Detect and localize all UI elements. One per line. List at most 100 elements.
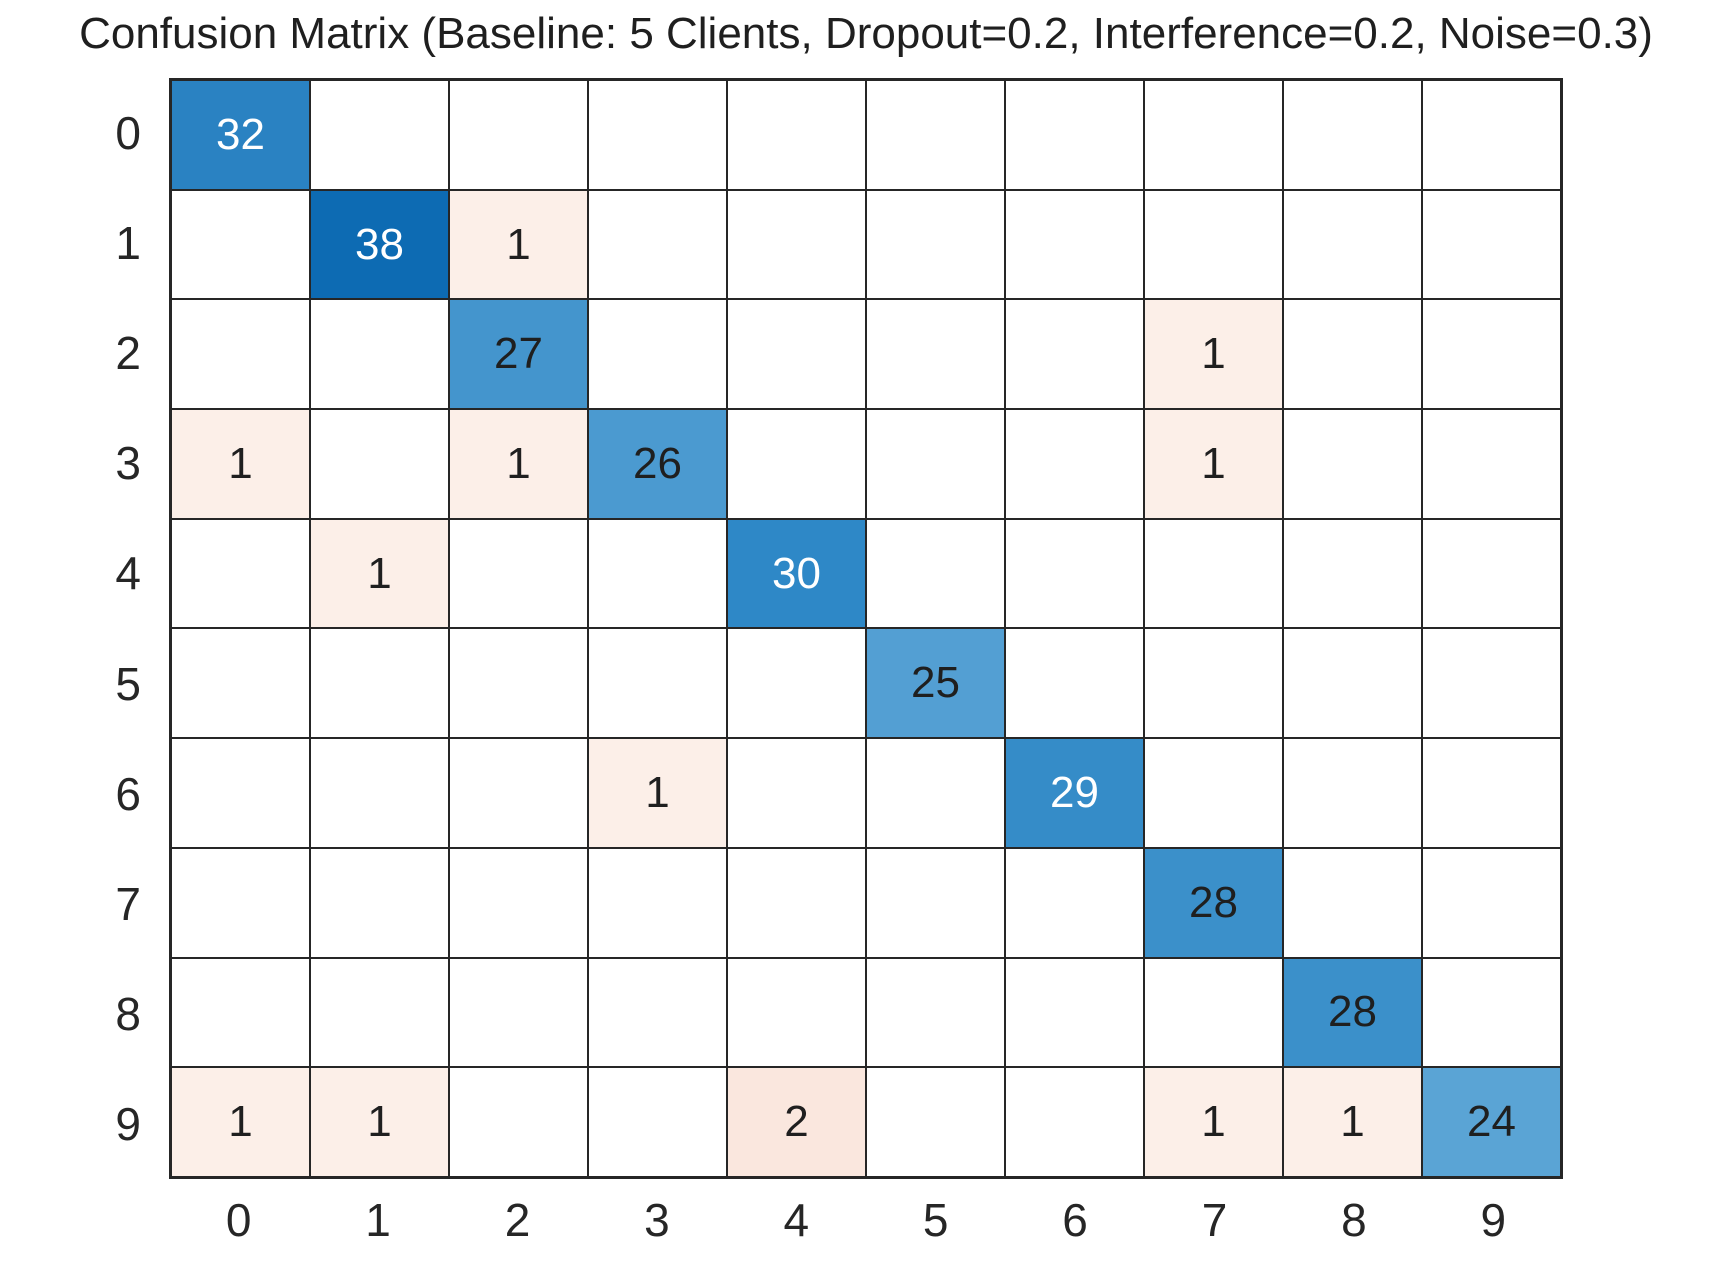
matrix-cell-r2-c6 bbox=[1006, 300, 1143, 409]
matrix-cell-r3-c9 bbox=[1423, 410, 1560, 518]
y-tick-label-6: 6 bbox=[115, 767, 141, 820]
y-tick-label-9: 9 bbox=[115, 1097, 141, 1150]
matrix-cell-r0-c3 bbox=[589, 81, 726, 189]
matrix-cell-r5-c5: 25 bbox=[867, 629, 1004, 738]
matrix-cell-r7-c3 bbox=[589, 848, 726, 957]
matrix-cell-r8-c0 bbox=[172, 958, 309, 1067]
matrix-cell-r3-c7: 1 bbox=[1145, 410, 1282, 518]
matrix-cell-r2-c1 bbox=[311, 300, 448, 409]
matrix-cell-r8-c2 bbox=[450, 958, 587, 1067]
matrix-cell-r7-c5 bbox=[867, 848, 1004, 957]
matrix-cell-r3-c6 bbox=[1006, 410, 1143, 518]
matrix-cell-r2-c4 bbox=[728, 300, 865, 409]
x-axis-tick-labels: 0 1 2 3 4 5 6 7 8 9 bbox=[169, 1185, 1563, 1255]
matrix-cell-r3-c2: 1 bbox=[450, 410, 587, 518]
matrix-cell-r1-c3 bbox=[589, 190, 726, 299]
matrix-cell-r3-c4 bbox=[728, 410, 865, 518]
matrix-cell-r9-c7: 1 bbox=[1145, 1068, 1282, 1176]
matrix-cell-r6-c8 bbox=[1284, 739, 1421, 847]
matrix-cell-r6-c4 bbox=[728, 739, 865, 847]
matrix-cell-r5-c3 bbox=[589, 629, 726, 738]
matrix-cell-r7-c2 bbox=[450, 848, 587, 957]
matrix-cell-r6-c6: 29 bbox=[1006, 739, 1143, 847]
matrix-cell-r4-c8 bbox=[1284, 519, 1421, 628]
matrix-cell-r9-c2 bbox=[450, 1068, 587, 1176]
matrix-cell-r9-c4: 2 bbox=[728, 1068, 865, 1176]
y-tick-label-5: 5 bbox=[115, 657, 141, 710]
y-tick-label-1: 1 bbox=[115, 217, 141, 270]
matrix-cell-r8-c4 bbox=[728, 958, 865, 1067]
matrix-cell-r5-c8 bbox=[1284, 629, 1421, 738]
x-tick-label-5: 5 bbox=[922, 1194, 949, 1246]
y-tick-label-7: 7 bbox=[115, 877, 141, 930]
matrix-cell-r7-c8 bbox=[1284, 848, 1421, 957]
matrix-cell-r6-c3: 1 bbox=[589, 739, 726, 847]
matrix-cell-r4-c4: 30 bbox=[728, 519, 865, 628]
x-tick-label-4: 4 bbox=[783, 1194, 810, 1246]
matrix-cell-r6-c5 bbox=[867, 739, 1004, 847]
matrix-cell-r1-c5 bbox=[867, 190, 1004, 299]
matrix-cell-r0-c2 bbox=[450, 81, 587, 189]
matrix-cell-r3-c8 bbox=[1284, 410, 1421, 518]
matrix-cell-r8-c6 bbox=[1006, 958, 1143, 1067]
matrix-cell-r3-c3: 26 bbox=[589, 410, 726, 518]
x-tick-label-6: 6 bbox=[1062, 1194, 1088, 1246]
matrix-cell-r0-c1 bbox=[311, 81, 448, 189]
matrix-cell-r4-c1: 1 bbox=[311, 519, 448, 628]
matrix-cell-r4-c7 bbox=[1145, 519, 1282, 628]
matrix-cell-r6-c7 bbox=[1145, 739, 1282, 847]
matrix-cell-r4-c3 bbox=[589, 519, 726, 628]
matrix-cell-r1-c8 bbox=[1284, 190, 1421, 299]
matrix-cell-r7-c6 bbox=[1006, 848, 1143, 957]
matrix-cell-r9-c1: 1 bbox=[311, 1068, 448, 1176]
matrix-cell-r1-c2: 1 bbox=[450, 190, 587, 299]
matrix-cell-r5-c9 bbox=[1423, 629, 1560, 738]
matrix-cell-r2-c7: 1 bbox=[1145, 300, 1282, 409]
x-tick-label-7: 7 bbox=[1201, 1194, 1228, 1246]
chart-title: Confusion Matrix (Baseline: 5 Clients, D… bbox=[79, 9, 1653, 58]
matrix-cell-r1-c9 bbox=[1423, 190, 1560, 299]
x-tick-label-2: 2 bbox=[504, 1194, 531, 1246]
matrix-cell-r2-c0 bbox=[172, 300, 309, 409]
matrix-cell-r7-c7: 28 bbox=[1145, 848, 1282, 957]
matrix-cell-r6-c1 bbox=[311, 739, 448, 847]
y-axis-tick-labels: 0 1 2 3 4 5 6 7 8 9 bbox=[0, 78, 145, 1179]
matrix-cell-r0-c6 bbox=[1006, 81, 1143, 189]
matrix-cell-r8-c5 bbox=[867, 958, 1004, 1067]
matrix-cell-r1-c4 bbox=[728, 190, 865, 299]
matrix-cell-r0-c5 bbox=[867, 81, 1004, 189]
matrix-cell-r9-c9: 24 bbox=[1423, 1068, 1560, 1176]
x-tick-label-9: 9 bbox=[1480, 1194, 1507, 1246]
matrix-cell-r5-c2 bbox=[450, 629, 587, 738]
matrix-cell-r8-c9 bbox=[1423, 958, 1560, 1067]
y-tick-label-2: 2 bbox=[115, 327, 141, 380]
matrix-cell-r4-c9 bbox=[1423, 519, 1560, 628]
matrix-cell-r9-c8: 1 bbox=[1284, 1068, 1421, 1176]
confusion-matrix-grid: 32 38 1 27 1 1 1 26 1 1 30 25 1 29 28 28 1 1 2 1 1 24 bbox=[169, 78, 1563, 1179]
matrix-cell-r4-c5 bbox=[867, 519, 1004, 628]
matrix-cell-r7-c1 bbox=[311, 848, 448, 957]
matrix-cell-r3-c5 bbox=[867, 410, 1004, 518]
matrix-cell-r0-c7 bbox=[1145, 81, 1282, 189]
matrix-cell-r6-c9 bbox=[1423, 739, 1560, 847]
matrix-cell-r0-c9 bbox=[1423, 81, 1560, 189]
matrix-cell-r9-c5 bbox=[867, 1068, 1004, 1176]
matrix-cell-r8-c7 bbox=[1145, 958, 1282, 1067]
matrix-cell-r1-c1: 38 bbox=[311, 190, 448, 299]
y-tick-label-0: 0 bbox=[115, 107, 141, 160]
matrix-cell-r8-c1 bbox=[311, 958, 448, 1067]
matrix-cell-r9-c3 bbox=[589, 1068, 726, 1176]
matrix-cell-r4-c2 bbox=[450, 519, 587, 628]
matrix-cell-r9-c0: 1 bbox=[172, 1068, 309, 1176]
matrix-cell-r2-c8 bbox=[1284, 300, 1421, 409]
matrix-cell-r5-c6 bbox=[1006, 629, 1143, 738]
matrix-cell-r8-c8: 28 bbox=[1284, 958, 1421, 1067]
matrix-cell-r7-c4 bbox=[728, 848, 865, 957]
matrix-cell-r6-c2 bbox=[450, 739, 587, 847]
y-tick-label-4: 4 bbox=[115, 547, 141, 600]
matrix-cell-r1-c7 bbox=[1145, 190, 1282, 299]
matrix-cell-r6-c0 bbox=[172, 739, 309, 847]
matrix-cell-r3-c1 bbox=[311, 410, 448, 518]
x-tick-label-1: 1 bbox=[365, 1194, 391, 1246]
